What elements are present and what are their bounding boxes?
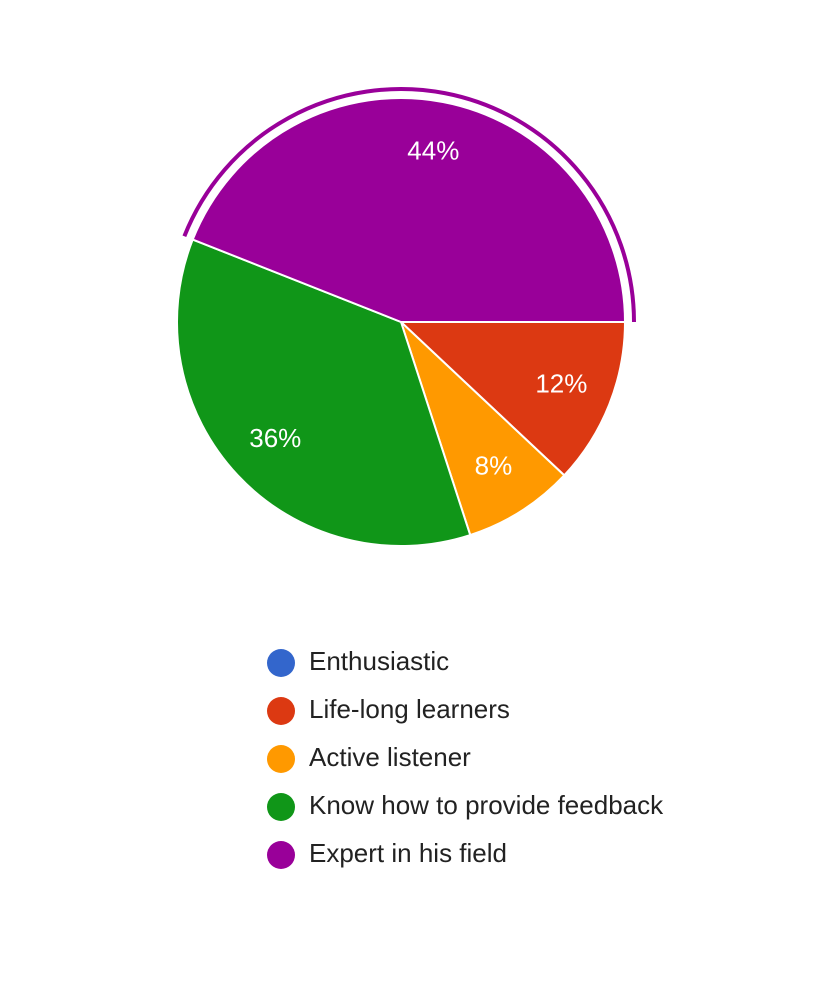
- pie-slice: [176, 238, 472, 547]
- legend-swatch: [267, 745, 295, 773]
- pie-slice: [400, 321, 566, 537]
- legend-label: Active listener: [309, 742, 471, 772]
- slice-label: 8%: [475, 451, 513, 481]
- slice-label: 44%: [407, 135, 459, 165]
- legend-label: Enthusiastic: [309, 646, 449, 676]
- legend-label: Life-long learners: [309, 694, 510, 724]
- legend-swatch: [267, 841, 295, 869]
- legend-swatch: [267, 793, 295, 821]
- pie-slice: [191, 97, 627, 323]
- legend-label: Expert in his field: [309, 838, 507, 868]
- highlight-ring: [182, 87, 636, 323]
- legend-swatch: [267, 697, 295, 725]
- legend-label: Know how to provide feedback: [309, 790, 664, 820]
- legend-swatch: [267, 649, 295, 677]
- slice-label: 36%: [249, 423, 301, 453]
- pie-slice: [398, 321, 627, 477]
- slice-label: 12%: [535, 368, 587, 398]
